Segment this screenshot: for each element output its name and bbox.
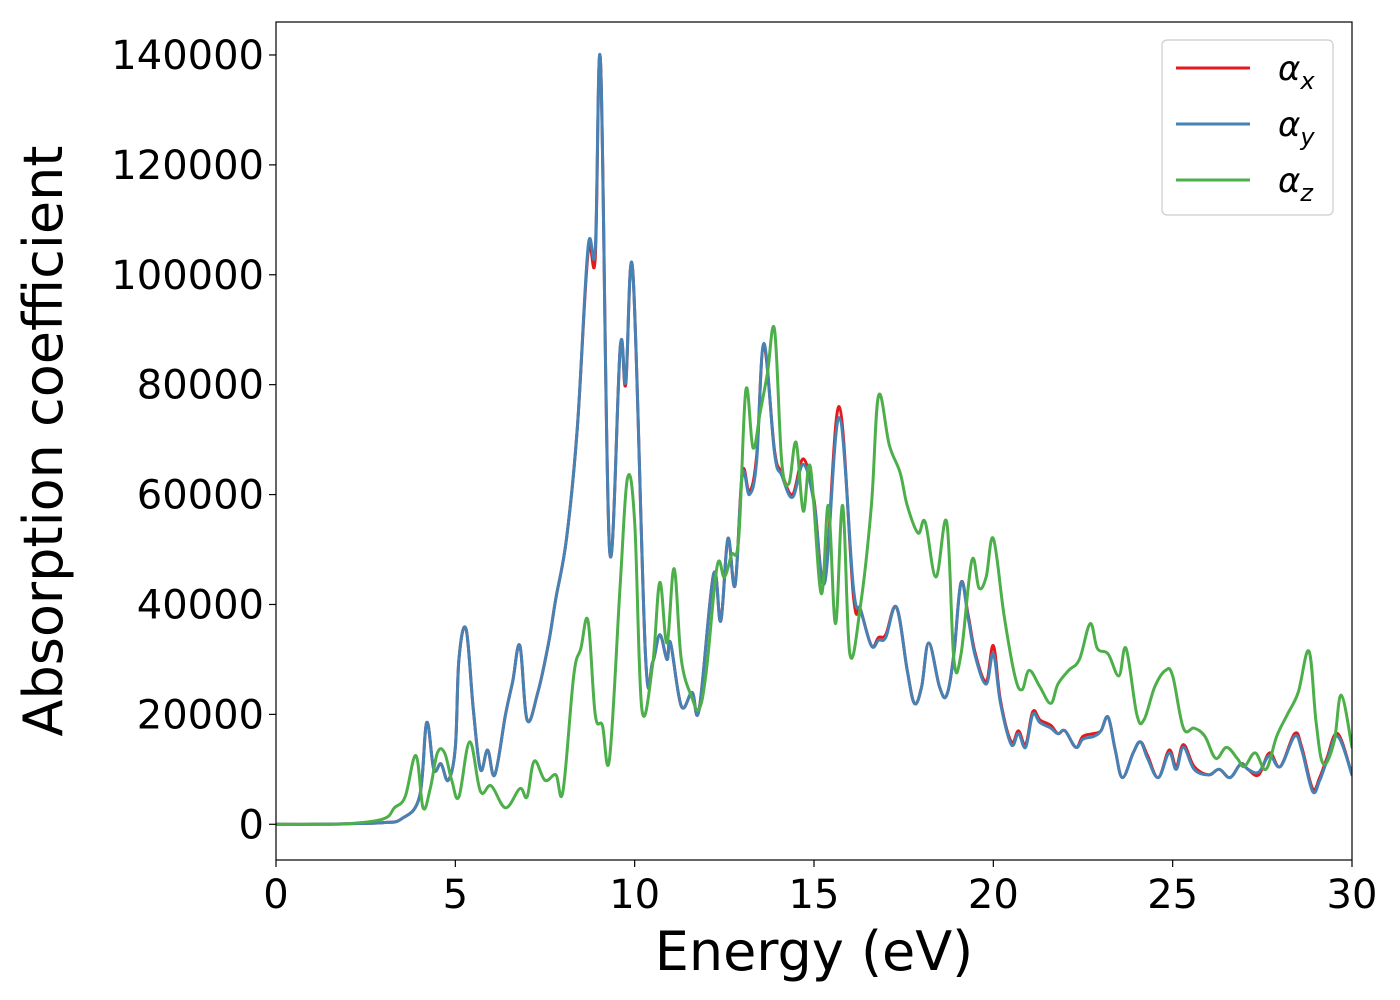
x-tick-label: 0 — [263, 872, 288, 918]
y-tick-label: 60000 — [137, 473, 264, 519]
x-tick-label: 20 — [968, 872, 1019, 918]
x-tick-label: 5 — [443, 872, 468, 918]
y-tick-label: 80000 — [137, 363, 264, 409]
y-tick-label: 100000 — [111, 253, 264, 299]
legend-symbol: α — [1278, 49, 1300, 89]
series-line-y — [276, 52, 1352, 826]
legend-subscript: y — [1299, 123, 1315, 151]
legend-subscript: x — [1299, 67, 1315, 95]
y-tick-label: 20000 — [137, 692, 264, 738]
plot-series — [276, 52, 1352, 826]
legend-label-x: αx — [1278, 49, 1315, 95]
y-tick-label: 140000 — [111, 33, 264, 79]
x-tick-label: 25 — [1147, 872, 1198, 918]
x-axis: 0 5 10 15 20 25 30 — [263, 860, 1377, 918]
legend-label-y: αy — [1278, 105, 1315, 151]
y-axis: 0 20000 40000 60000 80000 100000 120000 140000 — [111, 33, 276, 848]
legend-symbol: α — [1278, 161, 1300, 201]
legend-subscript: z — [1299, 179, 1314, 207]
y-tick-label: 40000 — [137, 582, 264, 628]
y-tick-label: 0 — [239, 802, 264, 848]
x-tick-label: 10 — [609, 872, 660, 918]
x-tick-label: 15 — [789, 872, 840, 918]
y-tick-label: 120000 — [111, 143, 264, 189]
series-line-z — [276, 325, 1352, 826]
x-axis-label: Energy (eV) — [655, 920, 974, 983]
legend-symbol: α — [1278, 105, 1300, 145]
x-tick-label: 30 — [1327, 872, 1378, 918]
legend-box — [1161, 39, 1334, 216]
legend-label-z: αz — [1278, 161, 1314, 207]
y-axis-label: Absorption coefficient — [12, 146, 75, 737]
